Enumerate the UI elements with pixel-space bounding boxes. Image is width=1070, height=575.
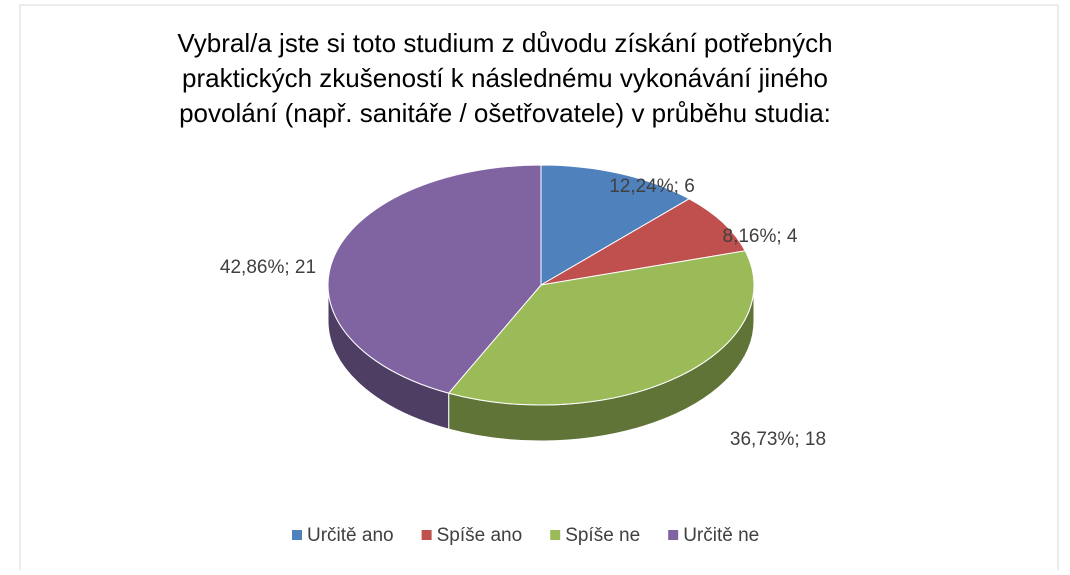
data-label: 8,16%; 4 [723, 226, 798, 247]
legend-label: Spíše ano [437, 525, 523, 546]
legend-swatch [292, 530, 302, 540]
legend-label: Určitě ne [683, 525, 759, 546]
data-label: 36,73%; 18 [730, 429, 826, 450]
data-label: 42,86%; 21 [220, 257, 316, 278]
pie-slice [327, 164, 542, 394]
pie-slice [447, 250, 755, 406]
legend-swatch [421, 530, 432, 540]
pie-slice [540, 198, 746, 286]
pie-slice [540, 164, 691, 286]
chart-title: povolání (např. sanitáře / ošetřovatele)… [179, 98, 831, 128]
chart-title: praktických zkušeností k následnému vyko… [182, 63, 828, 93]
data-label: 12,24%; 6 [609, 176, 695, 197]
legend-swatch [668, 530, 679, 540]
legend-label: Spíše ne [565, 525, 640, 546]
chart-title: Vybral/a jste si toto studium z důvodu z… [177, 28, 832, 58]
legend-label: Určitě ano [307, 525, 394, 546]
legend-swatch [550, 530, 561, 540]
